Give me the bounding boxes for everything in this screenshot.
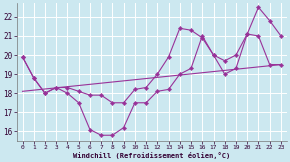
X-axis label: Windchill (Refroidissement éolien,°C): Windchill (Refroidissement éolien,°C) (73, 151, 230, 159)
